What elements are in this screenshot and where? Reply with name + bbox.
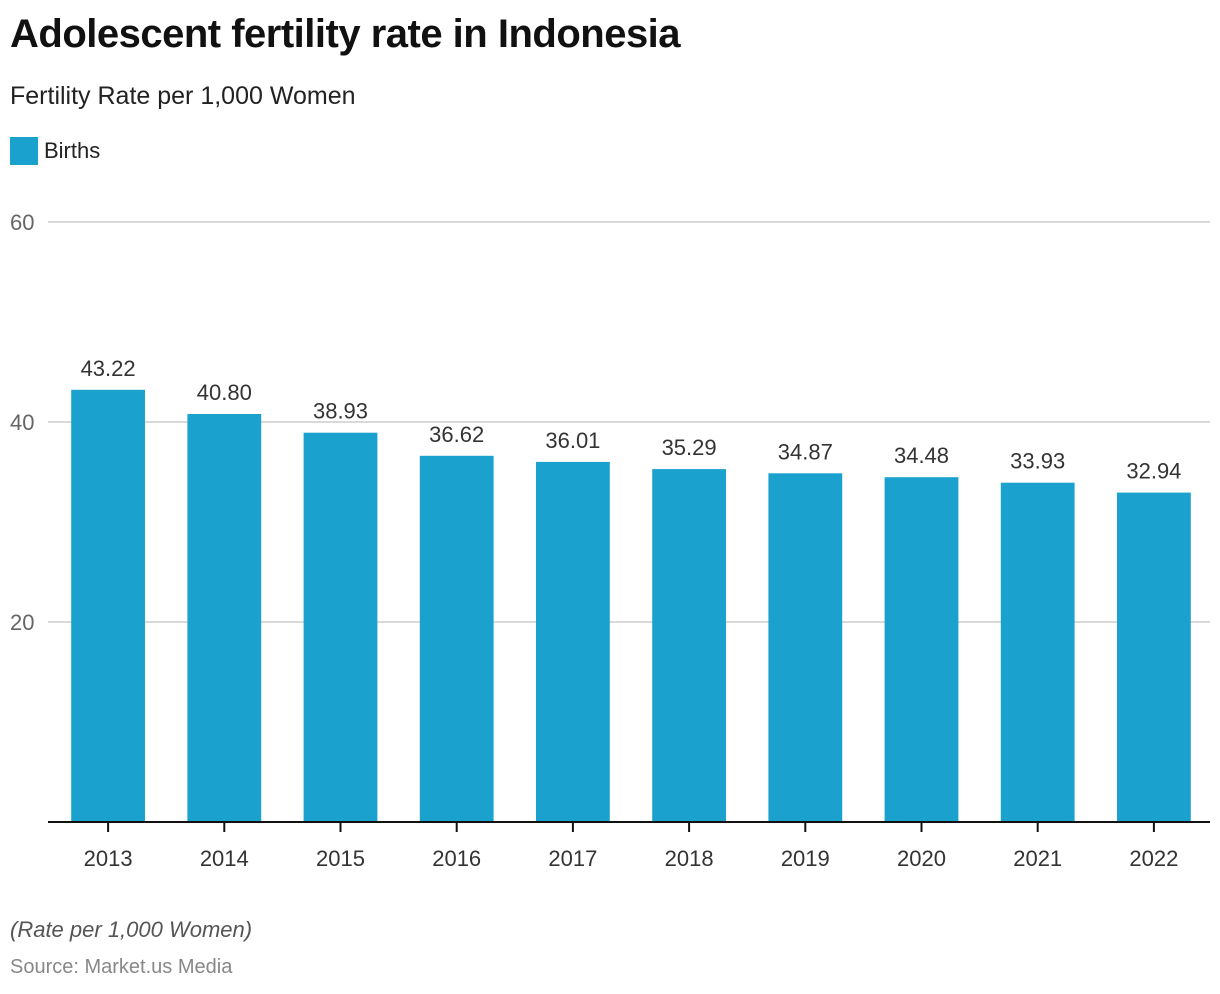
bar-2021 — [1000, 482, 1075, 822]
legend-label-births: Births — [44, 138, 101, 163]
value-label-2022: 32.94 — [1126, 459, 1181, 484]
value-label-2015: 38.93 — [313, 399, 368, 424]
legend: Births — [10, 137, 100, 165]
x-tick-label-2013: 2013 — [84, 846, 133, 871]
x-tick-label-2019: 2019 — [781, 846, 830, 871]
x-tick-label-2018: 2018 — [665, 846, 714, 871]
value-label-2020: 34.48 — [894, 443, 949, 468]
value-label-2019: 34.87 — [778, 439, 833, 464]
chart-subtitle: Fertility Rate per 1,000 Women — [10, 82, 356, 110]
bar-2013 — [71, 389, 145, 822]
value-label-2017: 36.01 — [545, 428, 600, 453]
bar-2022 — [1117, 492, 1191, 822]
y-tick-label-20: 20 — [10, 610, 34, 635]
x-tick-label-2020: 2020 — [897, 846, 946, 871]
bar-2017 — [536, 461, 610, 822]
bar-2018 — [652, 469, 726, 822]
bar-2016 — [419, 455, 494, 822]
bar-2020 — [884, 477, 959, 822]
x-tick-label-2021: 2021 — [1013, 846, 1062, 871]
bar-2019 — [768, 473, 843, 822]
chart-title: Adolescent fertility rate in Indonesia — [10, 12, 681, 56]
x-tick-label-2015: 2015 — [316, 846, 365, 871]
x-tick-label-2022: 2022 — [1129, 846, 1178, 871]
value-label-2021: 33.93 — [1010, 449, 1065, 474]
y-tick-label-40: 40 — [10, 410, 34, 435]
x-tick-label-2016: 2016 — [432, 846, 481, 871]
value-label-2013: 43.22 — [81, 356, 136, 381]
footnote: (Rate per 1,000 Women) — [10, 917, 253, 942]
x-tick-label-2014: 2014 — [200, 846, 249, 871]
y-tick-label-60: 60 — [10, 210, 34, 235]
value-label-2018: 35.29 — [662, 435, 717, 460]
x-axis: 2013 2014 2015 2016 2017 2018 2019 2020 2021 2022 — [48, 821, 1210, 871]
x-tick-label-2017: 2017 — [548, 846, 597, 871]
source-text: Source: Market.us Media — [10, 956, 233, 978]
bar-2014 — [187, 414, 262, 822]
bar-2015 — [303, 432, 378, 822]
y-axis-ticks: 20 40 60 — [10, 210, 34, 635]
bars — [71, 389, 1191, 822]
value-label-2014: 40.80 — [197, 380, 252, 405]
value-labels: 43.22 40.80 38.93 36.62 36.01 35.29 34.87 34.48… — [81, 356, 1182, 484]
value-label-2016: 36.62 — [429, 422, 484, 447]
legend-swatch-births — [10, 137, 38, 165]
bar-chart: 20 40 60 43.22 40.80 38.93 36.62 36.01 35.29 34.… — [10, 210, 1210, 871]
